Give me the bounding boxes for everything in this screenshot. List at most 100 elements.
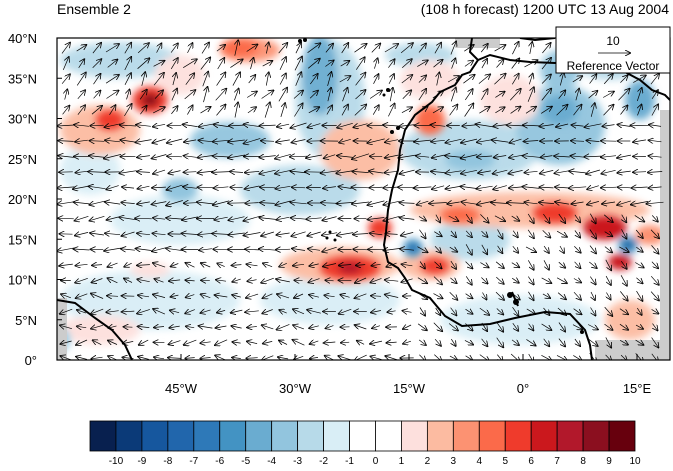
wind-arrow	[371, 278, 382, 282]
wind-arrow	[617, 155, 631, 158]
wind-arrow	[541, 323, 552, 330]
wind-arrow	[171, 106, 177, 115]
wind-arrow	[326, 106, 332, 115]
wind-arrow	[75, 232, 89, 235]
wind-arrow	[385, 234, 398, 235]
wind-arrow	[498, 245, 503, 253]
wind-arrow	[170, 43, 178, 53]
wind-arrow	[59, 264, 73, 266]
wind-arrow	[309, 91, 318, 99]
wind-arrow	[651, 90, 658, 99]
wind-arrow	[291, 218, 307, 219]
x-tick-label: 0°	[517, 381, 529, 396]
wind-arrow	[310, 357, 319, 358]
wind-arrow	[153, 218, 166, 219]
wind-arrow	[558, 338, 565, 347]
wind-arrow	[75, 140, 88, 142]
wind-arrow	[511, 216, 520, 221]
wind-arrow	[510, 139, 522, 143]
wind-arrow	[385, 295, 399, 298]
wind-arrow	[339, 265, 352, 266]
wind-arrow	[650, 275, 659, 285]
wind-arrow	[651, 337, 659, 348]
wind-arrow	[352, 153, 370, 159]
wind-arrow	[634, 215, 644, 221]
wind-arrow	[229, 125, 245, 126]
wind-arrow	[416, 156, 430, 157]
wind-arrow	[398, 155, 416, 158]
wind-arrow	[399, 125, 415, 127]
wind-arrow	[451, 230, 456, 237]
wind-arrow	[494, 156, 507, 158]
wind-arrow	[417, 201, 429, 205]
wind-arrow	[508, 170, 523, 173]
wind-arrow	[464, 104, 474, 117]
wind-arrow	[308, 107, 319, 114]
wind-arrow	[215, 339, 228, 345]
wind-arrow	[400, 203, 415, 204]
x-axis: 45°W 30°W 15°W 0° 15°E	[165, 354, 651, 396]
wind-arrow	[74, 249, 90, 250]
wind-arrow	[107, 60, 118, 68]
reference-vector-legend: 10 Reference Vector	[555, 26, 671, 74]
wind-arrow	[198, 233, 214, 234]
wind-arrow	[105, 140, 120, 142]
wind-arrow	[569, 187, 587, 188]
wind-arrow	[448, 323, 458, 331]
wind-arrow	[121, 202, 135, 203]
wind-arrow	[635, 325, 643, 329]
wind-arrow	[307, 43, 321, 53]
wind-arrow	[604, 306, 613, 316]
wind-arrow	[279, 263, 287, 266]
wind-arrow	[651, 215, 658, 221]
wind-arrow	[201, 294, 211, 297]
wind-arrow	[355, 90, 366, 100]
wind-arrow	[434, 261, 442, 269]
colorbar-swatch	[582, 420, 610, 452]
wind-arrow	[371, 296, 382, 297]
wind-arrow	[385, 171, 399, 173]
wind-arrow	[261, 232, 275, 236]
wind-arrow	[622, 214, 627, 223]
wind-arrow	[635, 229, 643, 238]
wind-arrow	[90, 233, 104, 235]
wind-arrow	[481, 89, 487, 100]
wind-arrow	[401, 59, 412, 69]
wind-arrow	[449, 356, 457, 360]
wind-arrow	[214, 217, 228, 220]
wind-arrow	[541, 58, 551, 70]
wind-arrow	[92, 59, 102, 69]
wind-arrow	[199, 249, 212, 251]
wind-arrow	[450, 260, 456, 269]
wind-arrow	[496, 322, 503, 331]
wind-arrow	[294, 294, 304, 298]
wind-arrow	[156, 43, 162, 53]
wind-arrow	[262, 310, 273, 314]
wind-arrow	[390, 88, 393, 102]
wind-arrow	[558, 261, 565, 268]
wind-arrow	[432, 186, 445, 189]
wind-arrow	[171, 264, 179, 267]
wind-arrow	[618, 187, 631, 188]
plot-title-right: (108 h forecast) 1200 UTC 13 Aug 2004	[420, 1, 669, 17]
wind-arrow	[370, 341, 383, 344]
wind-arrow	[324, 295, 335, 296]
wind-arrow	[260, 203, 275, 204]
wind-arrow	[434, 354, 441, 360]
wind-arrow	[93, 340, 102, 344]
wind-arrow	[259, 170, 276, 174]
wind-arrow	[76, 293, 88, 298]
wind-arrow	[495, 92, 504, 98]
wind-arrow	[276, 186, 291, 188]
wind-arrow	[266, 72, 268, 86]
wind-arrow	[573, 105, 582, 116]
wind-arrow	[228, 233, 245, 235]
wind-arrow	[542, 294, 550, 298]
wind-arrow	[245, 171, 260, 172]
wind-arrow	[89, 156, 105, 158]
wind-arrow	[182, 217, 198, 220]
wind-arrow	[104, 154, 122, 158]
wind-arrow	[292, 187, 306, 188]
wind-arrow	[261, 141, 275, 142]
wind-arrow	[137, 202, 150, 204]
